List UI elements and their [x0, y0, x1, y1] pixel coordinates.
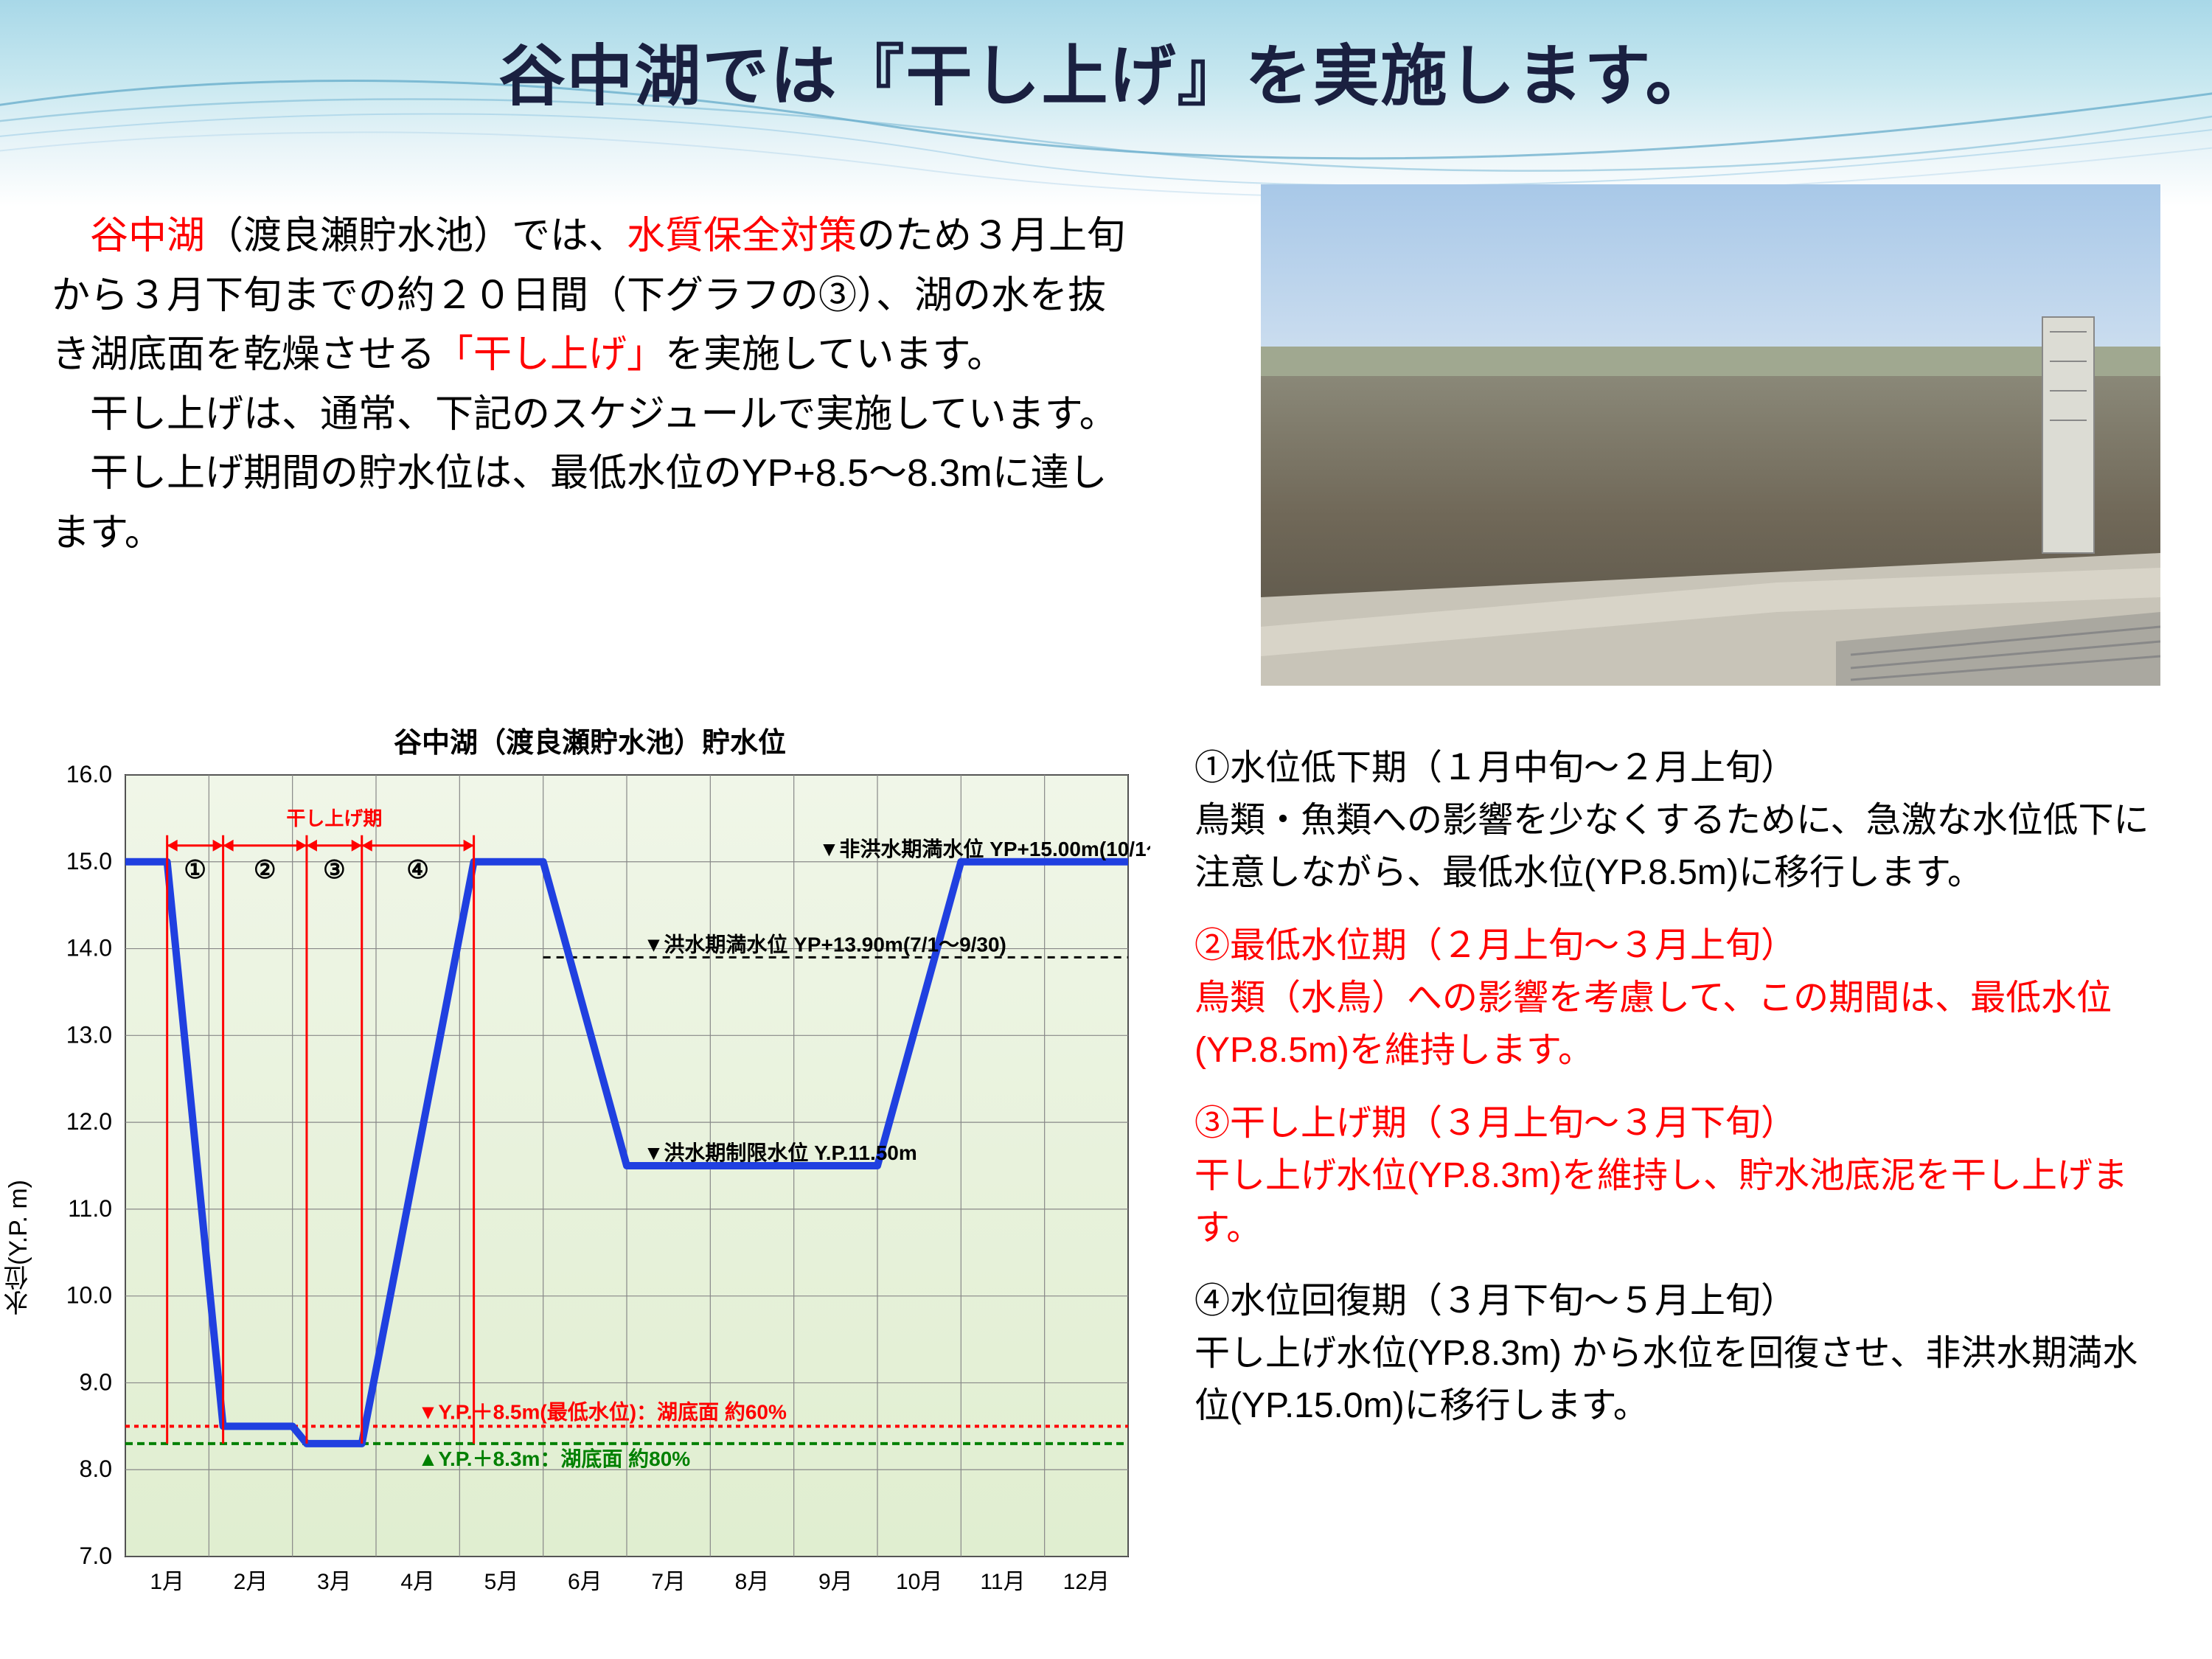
- svg-text:7月: 7月: [651, 1570, 686, 1594]
- svg-text:7.0: 7.0: [80, 1543, 112, 1569]
- intro-seg7: 干し上げは、通常、下記のスケジュールで実施しています。: [52, 385, 1143, 445]
- intro-seg6: を実施しています。: [665, 333, 1005, 376]
- svg-text:8月: 8月: [735, 1570, 770, 1594]
- svg-text:▼非洪水期満水位 YP+15.00m(10/1～6/30): ▼非洪水期満水位 YP+15.00m(10/1～6/30): [819, 837, 1150, 860]
- svg-text:②: ②: [254, 856, 276, 884]
- water-level-chart: 谷中湖（渡良瀬貯水池）貯水位 7.0 8.0 9.0 10.0 11.0 12.0 13.0…: [29, 715, 1150, 1607]
- note4-title: ④水位回復期（３月下旬～５月上旬）: [1194, 1281, 1796, 1321]
- intro-paragraph: 谷中湖（渡良瀬貯水池）では、水質保全対策のため３月上旬から３月下旬までの約２０日…: [52, 206, 1143, 563]
- title-main: 干し上げ: [906, 40, 1178, 114]
- intro-seg5: 「干し上げ」: [435, 333, 665, 376]
- note1-body: 鳥類・魚類への影響を少なくするために、急激な水位低下に注意しながら、最低水位(Y…: [1194, 801, 2149, 892]
- chart-y-axis-label: 水位(Y.P. m): [0, 1180, 36, 1315]
- svg-text:10.0: 10.0: [66, 1282, 112, 1309]
- note4-body: 干し上げ水位(YP.8.3m) から水位を回復させ、非洪水期満水位(YP.15.…: [1194, 1334, 2138, 1425]
- title-post: を実施します。: [1245, 40, 1714, 114]
- svg-text:▼洪水期制限水位 Y.P.11.50m: ▼洪水期制限水位 Y.P.11.50m: [644, 1141, 917, 1164]
- svg-text:11月: 11月: [980, 1570, 1025, 1594]
- svg-text:1月: 1月: [150, 1570, 184, 1594]
- svg-text:4月: 4月: [400, 1570, 435, 1594]
- intro-seg1: 谷中湖: [52, 215, 205, 257]
- phase-notes: ①水位低下期（１月中旬～２月上旬） 鳥類・魚類への影響を少なくするために、急激な…: [1194, 742, 2168, 1453]
- svg-text:③: ③: [323, 856, 345, 884]
- intro-seg3: 水質保全対策: [627, 215, 857, 257]
- lake-photo: [1261, 184, 2160, 686]
- svg-text:9月: 9月: [818, 1570, 853, 1594]
- svg-text:9.0: 9.0: [80, 1368, 112, 1395]
- title-bracket-close: 』: [1178, 40, 1245, 114]
- note2-title: ②最低水位期（２月上旬～３月上旬）: [1194, 926, 1796, 965]
- svg-text:干し上げ期: 干し上げ期: [286, 807, 382, 830]
- svg-text:①: ①: [184, 856, 206, 884]
- intro-seg2: （渡良瀬貯水池）では、: [205, 215, 627, 257]
- svg-text:11.0: 11.0: [68, 1195, 112, 1222]
- svg-text:5月: 5月: [484, 1570, 519, 1594]
- svg-text:▲Y.P.＋8.3m：湖底面 約80%: ▲Y.P.＋8.3m：湖底面 約80%: [418, 1447, 691, 1470]
- svg-text:12.0: 12.0: [66, 1108, 112, 1135]
- svg-text:13.0: 13.0: [66, 1021, 112, 1048]
- svg-text:16.0: 16.0: [66, 761, 112, 787]
- svg-text:3月: 3月: [317, 1570, 352, 1594]
- svg-text:2月: 2月: [234, 1570, 268, 1594]
- svg-text:④: ④: [406, 856, 428, 884]
- svg-text:10月: 10月: [896, 1570, 942, 1594]
- page-title: 谷中湖では『干し上げ』を実施します。: [0, 22, 2212, 118]
- note1-title: ①水位低下期（１月中旬～２月上旬）: [1194, 748, 1796, 787]
- chart-svg: 7.0 8.0 9.0 10.0 11.0 12.0 13.0 14.0 15.0 16.0 1月 2…: [29, 760, 1150, 1608]
- svg-text:15.0: 15.0: [66, 848, 112, 874]
- svg-text:14.0: 14.0: [66, 935, 112, 961]
- intro-seg8: 干し上げ期間の貯水位は、最低水位のYP+8.5～8.3mに達します。: [52, 444, 1143, 563]
- svg-text:12月: 12月: [1063, 1570, 1110, 1594]
- svg-text:8.0: 8.0: [80, 1455, 112, 1482]
- svg-text:▼洪水期満水位 YP+13.90m(7/1～9/30): ▼洪水期満水位 YP+13.90m(7/1～9/30): [644, 932, 1006, 956]
- title-pre: 谷中湖では: [499, 40, 838, 114]
- svg-text:6月: 6月: [568, 1570, 602, 1594]
- chart-title: 谷中湖（渡良瀬貯水池）貯水位: [29, 715, 1150, 760]
- note2-body: 鳥類（水鳥）への影響を考慮して、この期間は、最低水位(YP.8.5m)を維持しま…: [1194, 978, 2112, 1070]
- note3-title: ③干し上げ期（３月上旬～３月下旬）: [1194, 1104, 1796, 1143]
- note3-body: 干し上げ水位(YP.8.3m)を維持し、貯水池底泥を干し上げます。: [1194, 1156, 2128, 1248]
- title-bracket-open: 『: [838, 40, 906, 114]
